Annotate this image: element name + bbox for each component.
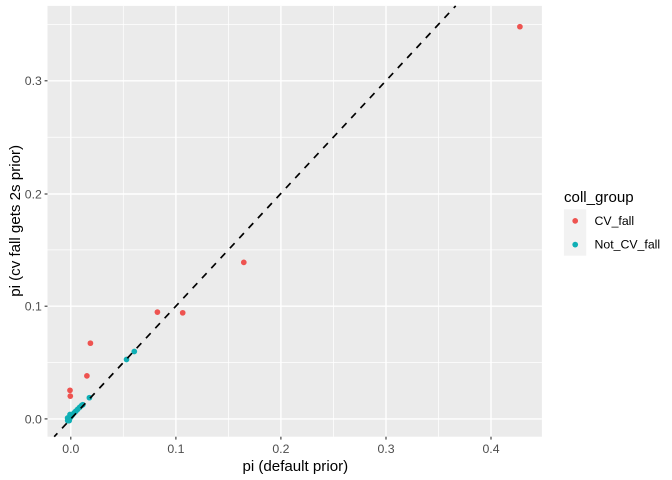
svg-text:0.1: 0.1 <box>167 442 184 456</box>
svg-text:coll_group: coll_group <box>564 189 634 206</box>
svg-text:Not_CV_fall: Not_CV_fall <box>595 238 661 252</box>
svg-text:0.0: 0.0 <box>25 412 42 426</box>
svg-text:CV_fall: CV_fall <box>595 214 635 228</box>
svg-text:pi (cv fall gets 2s prior): pi (cv fall gets 2s prior) <box>7 145 24 297</box>
svg-text:0.1: 0.1 <box>25 300 42 314</box>
svg-text:0.2: 0.2 <box>272 442 289 456</box>
svg-text:0.4: 0.4 <box>482 442 499 456</box>
svg-text:0.3: 0.3 <box>25 74 42 88</box>
svg-text:0.3: 0.3 <box>377 442 394 456</box>
svg-text:0.0: 0.0 <box>62 442 79 456</box>
svg-text:0.2: 0.2 <box>25 187 42 201</box>
svg-text:pi (default prior): pi (default prior) <box>242 458 348 475</box>
